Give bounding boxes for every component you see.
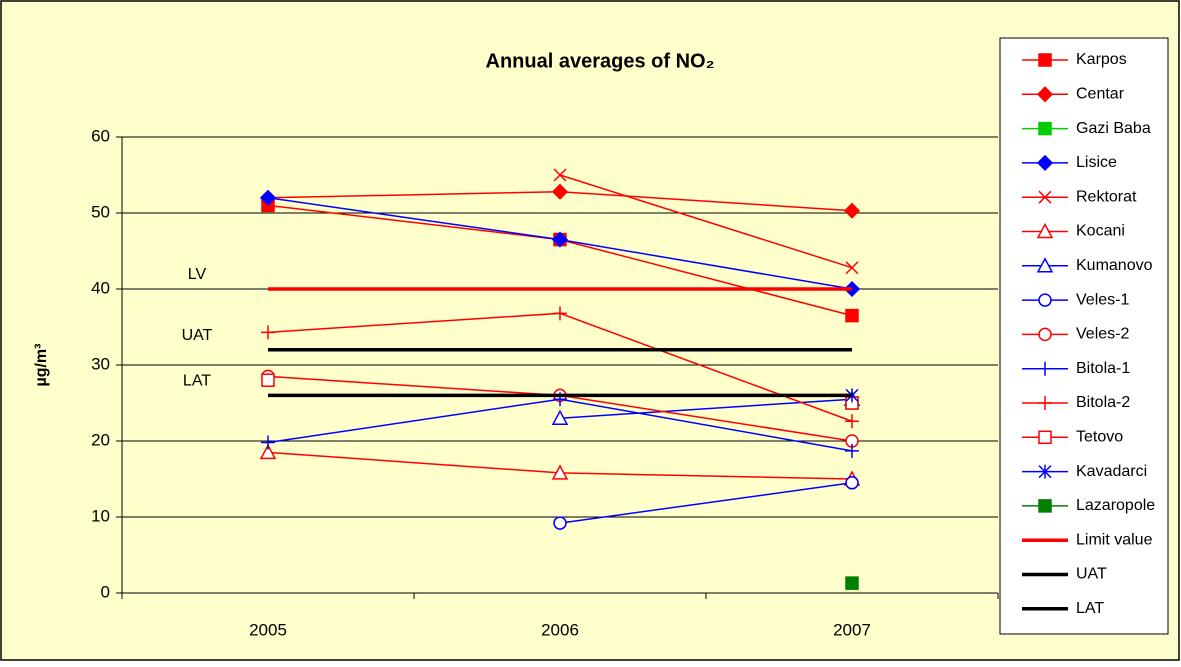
legend-marker: [1036, 222, 1054, 239]
legend-label: LAT: [1076, 600, 1104, 617]
data-point: [261, 325, 275, 340]
series-line: [559, 482, 853, 524]
data-point: [553, 306, 567, 321]
y-tick-label: 30: [91, 354, 110, 373]
legend-marker: [1038, 430, 1052, 445]
annotation: LV: [188, 266, 207, 283]
legend-marker: [1038, 361, 1052, 376]
legend-marker: [1038, 53, 1052, 67]
legend-label: Kocani: [1076, 223, 1125, 240]
y-tick-label: 60: [91, 126, 110, 145]
legend-label: Karpos: [1076, 51, 1127, 68]
y-tick-label: 0: [101, 582, 110, 601]
data-point: [551, 409, 569, 425]
data-point: [551, 183, 569, 200]
legend-marker: [1038, 499, 1052, 513]
annotation: UAT: [182, 327, 213, 344]
x-tick-label: 2005: [249, 620, 287, 639]
legend-marker: [1038, 327, 1052, 342]
legend-label: Veles-1: [1076, 291, 1129, 308]
legend-label: Centar: [1076, 86, 1125, 103]
data-point: [551, 464, 569, 480]
legend-label: Gazi Baba: [1076, 120, 1151, 137]
data-point: [843, 202, 861, 219]
y-axis-label: µg/m³: [33, 344, 50, 387]
data-point: [845, 308, 859, 323]
legend-label: Lisice: [1076, 154, 1117, 171]
legend-marker: [1038, 190, 1052, 204]
data-point: [259, 443, 277, 460]
y-tick-label: 20: [91, 430, 110, 449]
legend-label: Bitola-2: [1076, 394, 1130, 411]
data-point: [845, 261, 859, 275]
legend-label: Lazaropole: [1076, 497, 1155, 514]
data-point: [261, 373, 275, 387]
data-point: [261, 435, 275, 450]
legend-label: Kavadarci: [1076, 463, 1147, 480]
data-point: [845, 576, 859, 590]
x-tick-label: 2007: [833, 620, 871, 639]
annotation: LAT: [183, 373, 211, 390]
legend-label: Bitola-1: [1076, 360, 1130, 377]
legend-label: Veles-2: [1076, 326, 1129, 343]
data-point: [553, 516, 567, 530]
legend-marker: [1038, 293, 1052, 307]
legend-label: UAT: [1076, 566, 1107, 583]
x-tick-label: 2006: [541, 620, 579, 639]
legend-label: Kumanovo: [1076, 257, 1153, 274]
series-line: [559, 174, 853, 269]
data-point: [259, 189, 277, 206]
series-line: [559, 398, 853, 419]
y-tick-label: 40: [91, 278, 110, 297]
data-point: [845, 443, 859, 458]
data-point: [845, 476, 859, 490]
y-tick-label: 50: [91, 202, 110, 221]
y-tick-label: 10: [91, 506, 110, 525]
legend-label: Limit value: [1076, 531, 1153, 548]
data-point: [551, 231, 569, 248]
legend-marker: [1036, 154, 1054, 171]
data-point: [845, 414, 859, 429]
legend-marker: [1038, 464, 1052, 479]
legend-marker: [1038, 121, 1052, 136]
legend-marker: [1036, 86, 1054, 103]
legend-label: Rektorat: [1076, 188, 1137, 205]
legend-marker: [1038, 396, 1052, 410]
legend-label: Tetovo: [1076, 429, 1123, 446]
data-point: [553, 168, 567, 182]
legend-box: [999, 37, 1169, 635]
legend-marker: [1036, 257, 1054, 273]
chart-title: Annual averages of NO₂: [486, 50, 715, 72]
